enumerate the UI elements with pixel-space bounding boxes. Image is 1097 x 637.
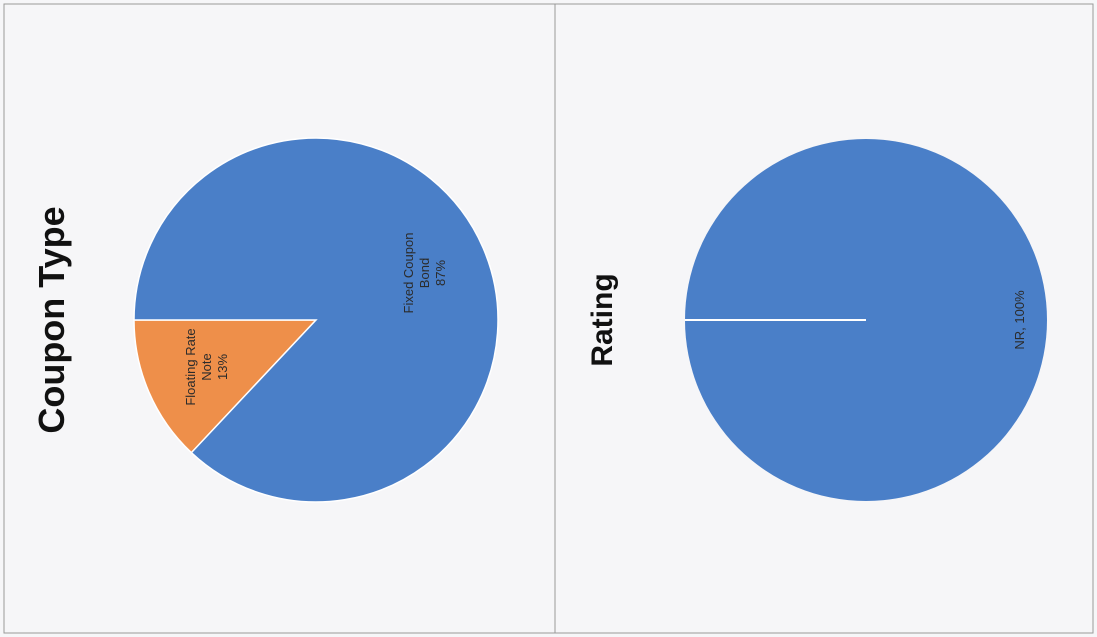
label-part: 13% <box>215 353 231 380</box>
label-part: Floating Rate Note <box>183 328 215 406</box>
label-part: 87% <box>432 260 448 287</box>
chart-title: Coupon Type <box>31 206 72 434</box>
data-label: Fixed Coupon Bond 87% <box>401 218 449 328</box>
pie-slice <box>133 137 499 503</box>
data-label: NR, 100% <box>1011 290 1027 350</box>
pie-slice <box>133 319 318 454</box>
frame <box>3 3 1094 634</box>
label-part: Fixed Coupon Bond <box>400 232 432 314</box>
data-label: Floating Rate Note 13% <box>183 322 231 412</box>
chart-title: Rating <box>586 273 619 367</box>
